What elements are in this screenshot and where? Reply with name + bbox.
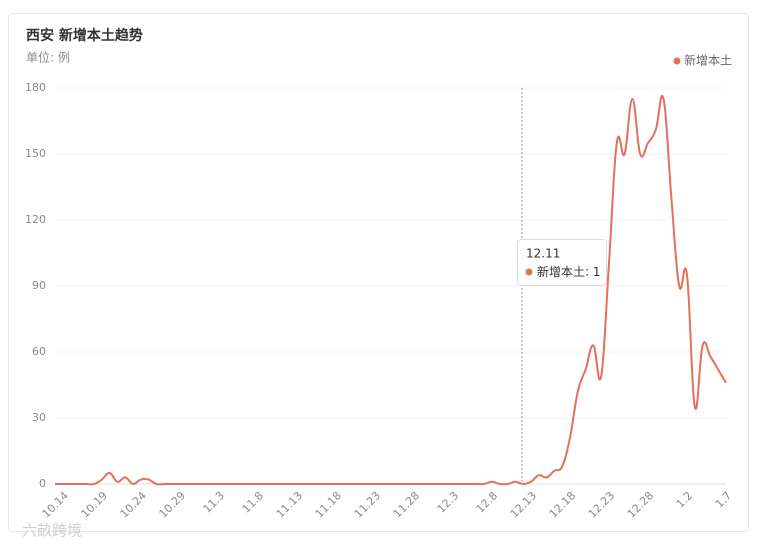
legend-dot [673, 57, 681, 65]
legend-label: 新增本土 [684, 53, 732, 68]
watermark: 六畝跨境 [22, 522, 82, 540]
y-tick-label: 30 [32, 411, 46, 424]
tooltip-box [517, 239, 607, 286]
tooltip: 12.11 新增本土: 1 [517, 239, 607, 286]
y-tick-label: 0 [39, 477, 46, 490]
tooltip-dot [525, 268, 533, 276]
y-tick-label: 180 [25, 81, 46, 94]
chart-title: 西安 新增本土趋势 [26, 27, 143, 44]
y-tick-label: 150 [25, 147, 46, 160]
series-line [54, 95, 727, 486]
y-tick-label: 120 [25, 213, 46, 226]
tooltip-series: 新增本土 [537, 264, 585, 279]
y-tick-label: 90 [32, 279, 46, 292]
card [8, 13, 749, 532]
subtitle: 单位: 例 [26, 50, 70, 65]
tooltip-title: 12.11 [526, 247, 560, 261]
y-tick-label: 60 [32, 345, 46, 358]
tooltip-value: 1 [593, 265, 601, 279]
tooltip-text: 新增本土: 1 [537, 264, 601, 279]
